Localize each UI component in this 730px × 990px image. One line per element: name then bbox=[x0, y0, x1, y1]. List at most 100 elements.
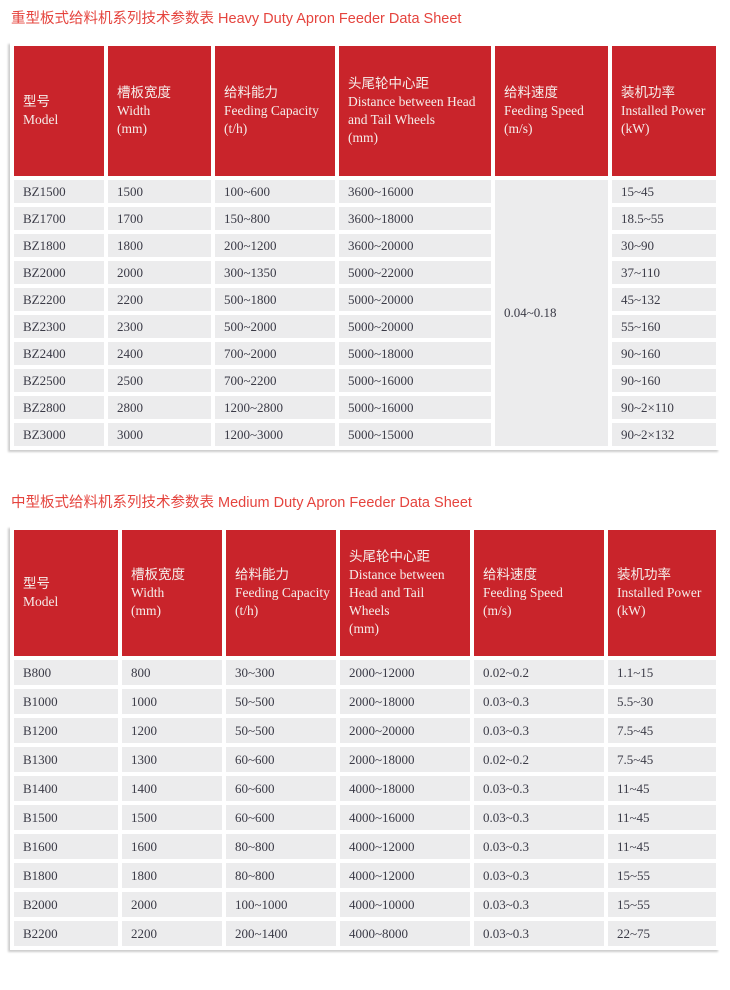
table-cell: 500~2000 bbox=[215, 315, 335, 338]
table-cell: 700~2200 bbox=[215, 369, 335, 392]
column-header: 给料能力 Feeding Capacity (t/h) bbox=[215, 46, 335, 176]
table-cell: 3600~18000 bbox=[339, 207, 491, 230]
column-header: 给料速度 Feeding Speed (m/s) bbox=[495, 46, 608, 176]
table-cell: B1000 bbox=[14, 689, 118, 714]
table-row: B1300 1300 60~600 2000~18000 0.02~0.2 7.5~45 bbox=[14, 747, 716, 772]
table-cell: 90~2×132 bbox=[612, 423, 716, 446]
table-cell: 1800 bbox=[108, 234, 211, 257]
table-cell: 60~600 bbox=[226, 747, 336, 772]
data-sheet-page: 重型板式给料机系列技术参数表 Heavy Duty Apron Feeder D… bbox=[10, 11, 720, 950]
table-row: B800 800 30~300 2000~12000 0.02~0.2 1.1~15 bbox=[14, 660, 716, 685]
table-row: BZ2400 2400 700~2000 5000~18000 90~160 bbox=[14, 342, 716, 365]
table-row: BZ2500 2500 700~2200 5000~16000 90~160 bbox=[14, 369, 716, 392]
column-header: 型号 Model bbox=[14, 530, 118, 656]
table-cell: 1500 bbox=[122, 805, 222, 830]
heavy-duty-title-zh: 重型板式给料机系列技术参数表 bbox=[11, 11, 214, 27]
column-header: 头尾轮中心距 Distance between Head and Tail Whe… bbox=[340, 530, 470, 656]
table-cell: 11~45 bbox=[608, 776, 716, 801]
table-row: BZ2800 2800 1200~2800 5000~16000 90~2×110 bbox=[14, 396, 716, 419]
table-cell: 1300 bbox=[122, 747, 222, 772]
table-cell: 11~45 bbox=[608, 834, 716, 859]
table-cell: 1000 bbox=[122, 689, 222, 714]
table-cell: 15~55 bbox=[608, 863, 716, 888]
table-cell: 200~1400 bbox=[226, 921, 336, 946]
table-cell: 5000~20000 bbox=[339, 288, 491, 311]
table-cell: 2800 bbox=[108, 396, 211, 419]
medium-duty-title-zh: 中型板式给料机系列技术参数表 bbox=[11, 495, 214, 511]
table-cell: BZ1500 bbox=[14, 180, 104, 203]
table-cell: BZ2000 bbox=[14, 261, 104, 284]
table-cell: 0.03~0.3 bbox=[474, 834, 604, 859]
table-cell: 5.5~30 bbox=[608, 689, 716, 714]
column-header: 装机功率 Installed Power (kW) bbox=[612, 46, 716, 176]
table-row: B1200 1200 50~500 2000~20000 0.03~0.3 7.5~45 bbox=[14, 718, 716, 743]
column-header: 型号 Model bbox=[14, 46, 104, 176]
table-cell: 22~75 bbox=[608, 921, 716, 946]
table-cell: 90~2×110 bbox=[612, 396, 716, 419]
column-header: 槽板宽度 Width (mm) bbox=[108, 46, 211, 176]
table-cell: 1400 bbox=[122, 776, 222, 801]
table-cell: 30~300 bbox=[226, 660, 336, 685]
table-cell: 4000~10000 bbox=[340, 892, 470, 917]
heavy-duty-title-en: Heavy Duty Apron Feeder Data Sheet bbox=[218, 11, 462, 27]
merged-feeding-speed-cell: 0.04~0.18 bbox=[495, 180, 608, 446]
table-cell: 45~132 bbox=[612, 288, 716, 311]
table-cell: 3600~20000 bbox=[339, 234, 491, 257]
table-row: B1500 1500 60~600 4000~16000 0.03~0.3 11~45 bbox=[14, 805, 716, 830]
table-cell: 1800 bbox=[122, 863, 222, 888]
table-cell: 0.03~0.3 bbox=[474, 863, 604, 888]
header-row: 型号 Model 槽板宽度 Width (mm) 给料能力 Feeding Capacity… bbox=[14, 530, 716, 656]
table-cell: 55~160 bbox=[612, 315, 716, 338]
medium-duty-table: 型号 Model 槽板宽度 Width (mm) 给料能力 Feeding Capacity… bbox=[10, 526, 720, 950]
table-cell: 500~1800 bbox=[215, 288, 335, 311]
table-cell: 1200~2800 bbox=[215, 396, 335, 419]
table-cell: 80~800 bbox=[226, 834, 336, 859]
table-row: B1800 1800 80~800 4000~12000 0.03~0.3 15~55 bbox=[14, 863, 716, 888]
table-row: B2000 2000 100~1000 4000~10000 0.03~0.3 15~55 bbox=[14, 892, 716, 917]
table-cell: B1800 bbox=[14, 863, 118, 888]
table-cell: 100~600 bbox=[215, 180, 335, 203]
table-cell: 5000~16000 bbox=[339, 396, 491, 419]
table-cell: 60~600 bbox=[226, 805, 336, 830]
table-cell: 0.02~0.2 bbox=[474, 660, 604, 685]
table-cell: 1700 bbox=[108, 207, 211, 230]
table-cell: 2000~18000 bbox=[340, 689, 470, 714]
table-cell: BZ2300 bbox=[14, 315, 104, 338]
table-cell: B800 bbox=[14, 660, 118, 685]
table-cell: 90~160 bbox=[612, 369, 716, 392]
table-row: BZ1500 1500 100~600 3600~16000 0.04~0.18 15~4… bbox=[14, 180, 716, 446]
table-cell: 80~800 bbox=[226, 863, 336, 888]
table-cell: 5000~22000 bbox=[339, 261, 491, 284]
table-cell: 200~1200 bbox=[215, 234, 335, 257]
column-header: 装机功率 Installed Power (kW) bbox=[608, 530, 716, 656]
table-cell: 4000~12000 bbox=[340, 834, 470, 859]
table-cell: 2000 bbox=[122, 892, 222, 917]
table-cell: 1.1~15 bbox=[608, 660, 716, 685]
table-cell: 50~500 bbox=[226, 689, 336, 714]
table-cell: 4000~8000 bbox=[340, 921, 470, 946]
table-cell: 37~110 bbox=[612, 261, 716, 284]
table-cell: 4000~12000 bbox=[340, 863, 470, 888]
table-cell: BZ3000 bbox=[14, 423, 104, 446]
table-cell: 0.03~0.3 bbox=[474, 776, 604, 801]
table-cell: 2000 bbox=[108, 261, 211, 284]
table-cell: 15~55 bbox=[608, 892, 716, 917]
table-cell: 3000 bbox=[108, 423, 211, 446]
heavy-duty-table: 型号 Model 槽板宽度 Width (mm) 给料能力 Feeding Capacity… bbox=[10, 42, 720, 450]
table-cell: 2000~20000 bbox=[340, 718, 470, 743]
column-header: 头尾轮中心距 Distance between Head and Tail Whe… bbox=[339, 46, 491, 176]
table-cell: 1200 bbox=[122, 718, 222, 743]
table-row: B2200 2200 200~1400 4000~8000 0.03~0.3 22~75 bbox=[14, 921, 716, 946]
table-cell: BZ2200 bbox=[14, 288, 104, 311]
table-cell: 150~800 bbox=[215, 207, 335, 230]
table-cell: 2200 bbox=[122, 921, 222, 946]
table-row: BZ2000 2000 300~1350 5000~22000 37~110 bbox=[14, 261, 716, 284]
table-cell: 2400 bbox=[108, 342, 211, 365]
table-cell: BZ2800 bbox=[14, 396, 104, 419]
table-cell: 7.5~45 bbox=[608, 718, 716, 743]
table-cell: BZ2500 bbox=[14, 369, 104, 392]
medium-duty-title: 中型板式给料机系列技术参数表 Medium Duty Apron Feeder … bbox=[11, 492, 720, 514]
table-row: BZ2200 2200 500~1800 5000~20000 45~132 bbox=[14, 288, 716, 311]
table-cell: 4000~18000 bbox=[340, 776, 470, 801]
table-cell: B1200 bbox=[14, 718, 118, 743]
